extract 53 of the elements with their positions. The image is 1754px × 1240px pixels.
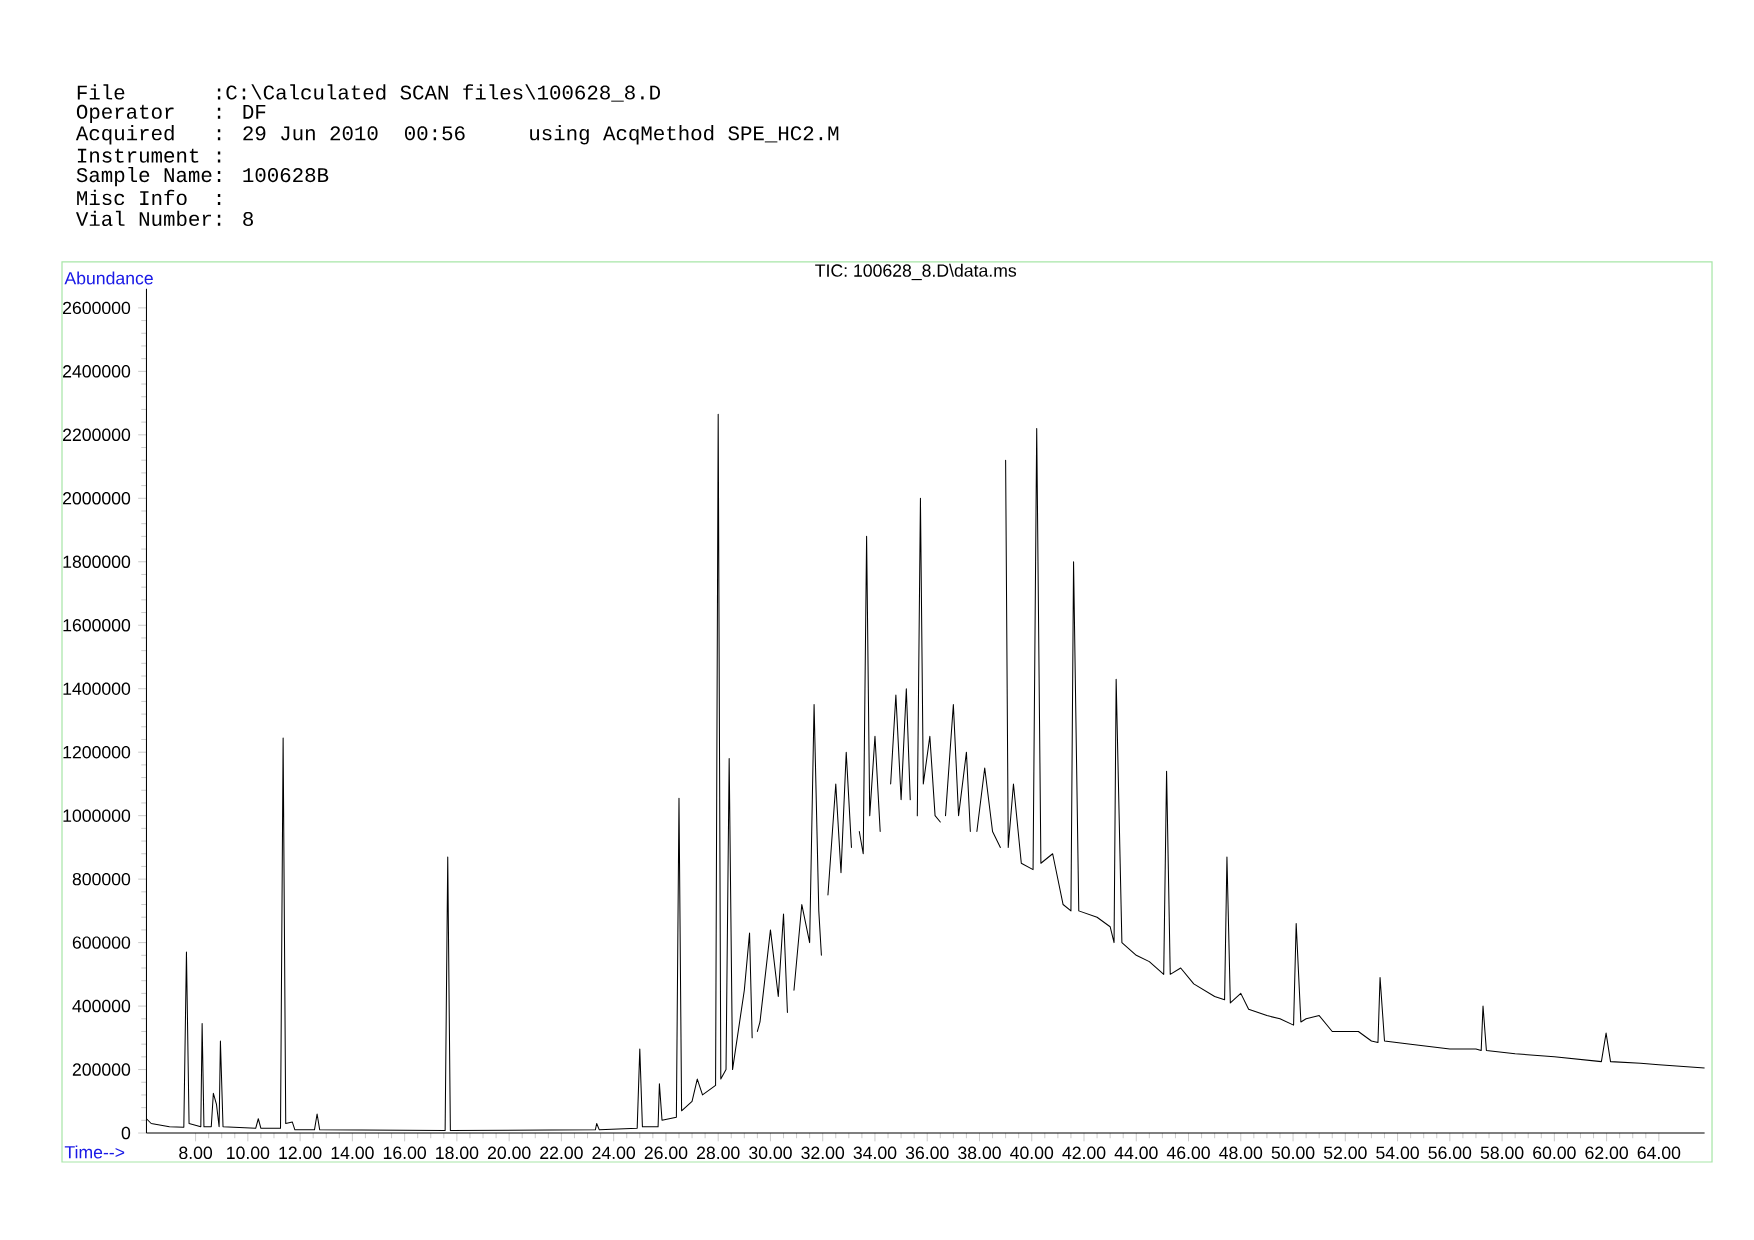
- y-tick-label: 0: [121, 1126, 131, 1140]
- x-tick-label: 42.00: [1062, 1146, 1106, 1160]
- y-tick-label: 2200000: [63, 428, 131, 442]
- text: Vial Number: 8: [75, 210, 253, 226]
- y-tick-label: 400000: [72, 999, 131, 1013]
- text: Sample Name: 100628B: [76, 166, 329, 187]
- x-tick-label: 30.00: [749, 1146, 792, 1160]
- y-tick-label: 1000000: [63, 809, 131, 822]
- x-tick-label: 8.00: [179, 1146, 213, 1160]
- x-tick-label: 44.00: [1114, 1146, 1158, 1160]
- x-tick-label: 58.00: [1480, 1146, 1524, 1160]
- y-tick-label: 2600000: [63, 301, 131, 315]
- x-tick-label: 20.00: [487, 1146, 531, 1160]
- y-tick-label: 2000000: [63, 492, 131, 505]
- x-tick-label: 56.00: [1428, 1146, 1472, 1160]
- x-tick-label: 32.00: [801, 1146, 845, 1160]
- x-tick-label: 50.00: [1271, 1146, 1315, 1160]
- x-tick-label: 12.00: [279, 1146, 322, 1160]
- text: Acquired : 29 Jun 2010 00:56 using AcqMethod SPE_HC2.M: [75, 125, 839, 145]
- x-tick-label: 28.00: [697, 1146, 740, 1160]
- x-tick-label: 36.00: [905, 1146, 949, 1160]
- x-axis-title: Time-->: [64, 1145, 125, 1159]
- x-tick-label: 24.00: [592, 1146, 636, 1160]
- y-tick-label: 2400000: [63, 365, 131, 378]
- y-tick-label: 1400000: [63, 682, 131, 695]
- x-tick-label: 46.00: [1166, 1146, 1210, 1160]
- y-tick-label: 1600000: [63, 619, 131, 632]
- y-axis-title: Abundance: [64, 271, 153, 285]
- y-tick-label: 1200000: [63, 745, 131, 759]
- x-tick-label: 34.00: [853, 1146, 897, 1160]
- x-tick-label: 64.00: [1637, 1146, 1681, 1160]
- text: Misc Info :: [77, 189, 221, 206]
- x-tick-label: 16.00: [383, 1146, 426, 1160]
- x-tick-label: 14.00: [331, 1146, 374, 1160]
- y-tick-label: 800000: [72, 872, 131, 886]
- text: File :C:\Calculated SCAN files\100628_8.D: [77, 84, 661, 102]
- x-tick-label: 54.00: [1376, 1146, 1419, 1160]
- text: Instrument :: [77, 148, 221, 163]
- y-tick-label: 200000: [72, 1063, 131, 1076]
- text: Operator : DF: [76, 104, 266, 123]
- x-tick-label: 26.00: [644, 1146, 688, 1160]
- x-tick-label: 38.00: [958, 1146, 1001, 1160]
- y-tick-label: 1800000: [63, 555, 131, 568]
- chart-title: TIC: 100628_8.D\data.ms: [815, 263, 1017, 281]
- x-tick-label: 22.00: [540, 1146, 583, 1160]
- x-tick-label: 52.00: [1323, 1146, 1367, 1160]
- x-tick-label: 48.00: [1219, 1146, 1263, 1160]
- x-tick-label: 60.00: [1533, 1146, 1576, 1160]
- y-tick-label: 600000: [72, 936, 131, 949]
- x-tick-label: 10.00: [227, 1146, 270, 1160]
- x-tick-label: 40.00: [1010, 1146, 1054, 1160]
- x-tick-label: 62.00: [1585, 1146, 1628, 1160]
- x-tick-label: 18.00: [436, 1146, 479, 1160]
